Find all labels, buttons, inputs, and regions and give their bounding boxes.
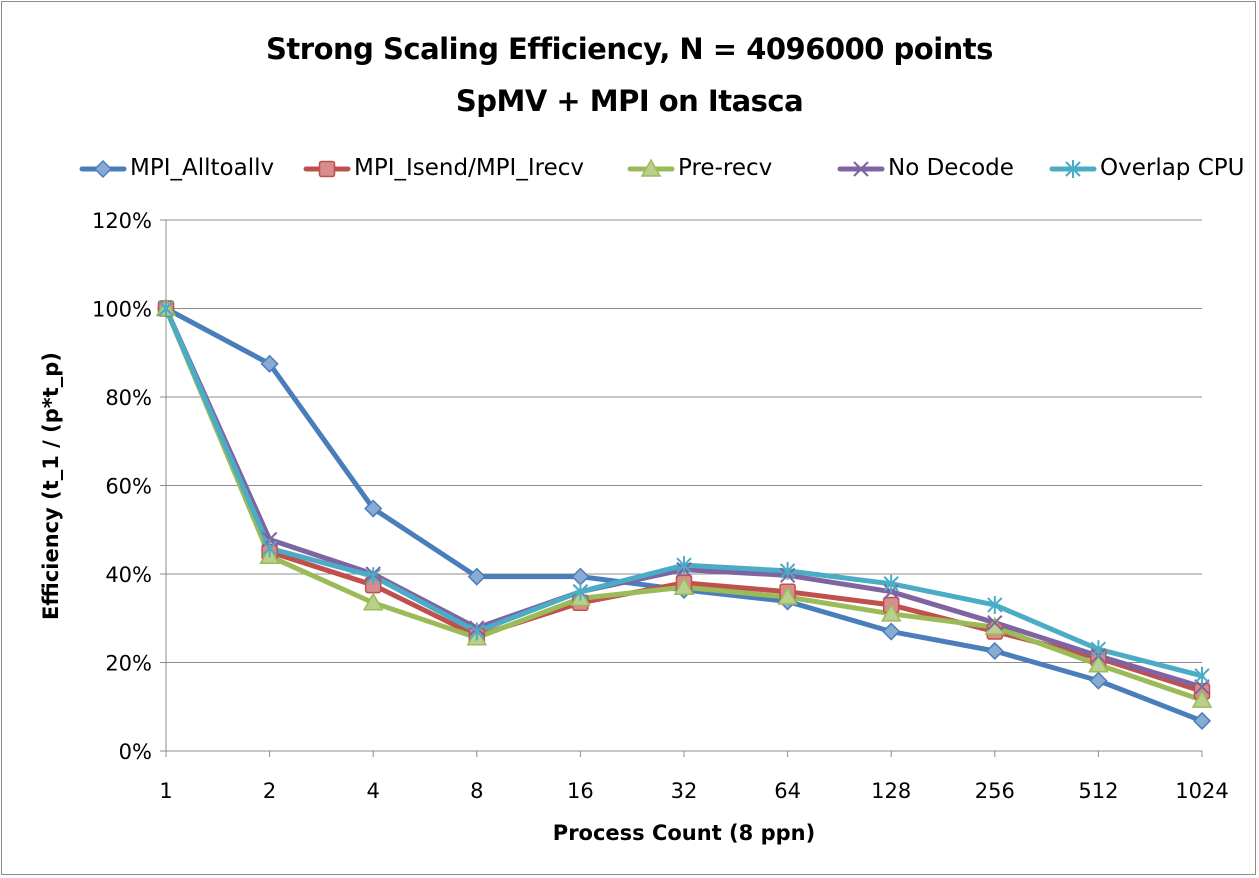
x-tick-label: 64 bbox=[774, 779, 801, 803]
data-point-overlap-cpu bbox=[676, 556, 692, 575]
y-tick-label: 20% bbox=[105, 652, 152, 676]
legend-label: MPI_Alltoallv bbox=[130, 155, 275, 181]
data-point-overlap-cpu bbox=[779, 561, 796, 580]
series-lines bbox=[163, 306, 1205, 724]
x-tick-label: 128 bbox=[871, 779, 911, 803]
series-line-mpi-isend-mpi-irecv bbox=[163, 306, 1205, 694]
legend-label: Pre-recv bbox=[678, 155, 773, 181]
series-markers bbox=[155, 297, 1213, 730]
y-tick-label: 40% bbox=[105, 563, 152, 587]
series-line-no-decode bbox=[163, 306, 1205, 690]
y-tick-label: 0% bbox=[119, 740, 152, 764]
y-tick-label: 60% bbox=[105, 475, 152, 499]
data-point-mpi-alltoallv bbox=[1089, 671, 1108, 690]
data-point-pre-recv bbox=[880, 603, 902, 622]
data-point-overlap-cpu bbox=[158, 299, 174, 318]
legend-swatch bbox=[837, 161, 885, 177]
data-point-overlap-cpu bbox=[572, 582, 589, 601]
legend-marker bbox=[1065, 160, 1081, 178]
y-tick-label: 120% bbox=[92, 209, 152, 233]
x-axis-title: Process Count (8 ppn) bbox=[553, 821, 815, 845]
data-point-mpi-alltoallv bbox=[364, 499, 383, 518]
data-point-mpi-alltoallv bbox=[985, 641, 1004, 661]
data-point-overlap-cpu bbox=[987, 595, 1003, 614]
legend-swatch bbox=[303, 160, 351, 178]
data-point-mpi-alltoallv bbox=[260, 354, 279, 373]
legend-marker bbox=[640, 158, 662, 177]
data-point-pre-recv bbox=[777, 586, 798, 605]
legend-label: Overlap CPU bbox=[1100, 155, 1245, 181]
data-point-overlap-cpu bbox=[261, 539, 278, 558]
series-line-overlap-cpu bbox=[163, 306, 1205, 679]
data-point-pre-recv bbox=[1088, 654, 1109, 673]
data-point-overlap-cpu bbox=[883, 574, 899, 593]
x-tick-label: 256 bbox=[975, 779, 1015, 803]
chart-title: Strong Scaling Efficiency, N = 4096000 p… bbox=[266, 32, 993, 66]
data-point-no-decode bbox=[987, 614, 1003, 631]
data-point-overlap-cpu bbox=[1194, 666, 1210, 685]
y-tick-label: 100% bbox=[92, 298, 152, 322]
data-point-pre-recv bbox=[1191, 689, 1213, 708]
chart-subtitle: SpMV + MPI on Itasca bbox=[455, 84, 804, 118]
data-point-pre-recv bbox=[673, 576, 695, 596]
x-tick-label: 1 bbox=[159, 779, 172, 803]
data-point-mpi-alltoallv bbox=[571, 567, 590, 586]
x-tick-label: 16 bbox=[567, 779, 594, 803]
y-tick-label: 80% bbox=[105, 386, 152, 410]
y-axis-title: Efficiency (t_1 / (p*t_p) bbox=[39, 352, 63, 620]
data-point-overlap-cpu bbox=[1090, 640, 1107, 659]
x-tick-label: 8 bbox=[470, 779, 483, 803]
legend-swatch bbox=[1049, 160, 1097, 178]
data-point-no-decode bbox=[1194, 679, 1210, 695]
axes bbox=[160, 219, 1203, 757]
legend-marker bbox=[853, 161, 869, 177]
tick-labels: 0% 20% 40% 60% 80% 100% 120% 1 2 4 8 16 32 64 128 256 51… bbox=[92, 209, 1229, 803]
legend-marker bbox=[93, 159, 113, 179]
legend-swatch bbox=[627, 158, 675, 177]
data-point-overlap-cpu bbox=[365, 567, 381, 586]
data-point-mpi-alltoallv bbox=[882, 622, 901, 641]
series-line-mpi-alltoallv bbox=[163, 306, 1205, 724]
legend-swatch bbox=[79, 159, 127, 179]
x-tick-label: 32 bbox=[671, 779, 698, 803]
x-tick-label: 512 bbox=[1078, 779, 1118, 803]
data-point-overlap-cpu bbox=[469, 622, 485, 641]
data-point-mpi-alltoallv bbox=[467, 567, 486, 586]
legend-label: No Decode bbox=[888, 155, 1014, 181]
x-tick-label: 2 bbox=[263, 779, 276, 803]
x-tick-label: 1024 bbox=[1175, 779, 1228, 803]
data-point-mpi-alltoallv bbox=[1192, 711, 1212, 730]
legend-marker bbox=[318, 160, 336, 178]
data-point-pre-recv bbox=[362, 592, 384, 611]
x-tick-label: 4 bbox=[367, 779, 380, 803]
legend-label: MPI_Isend/MPI_Irecv bbox=[354, 155, 584, 181]
